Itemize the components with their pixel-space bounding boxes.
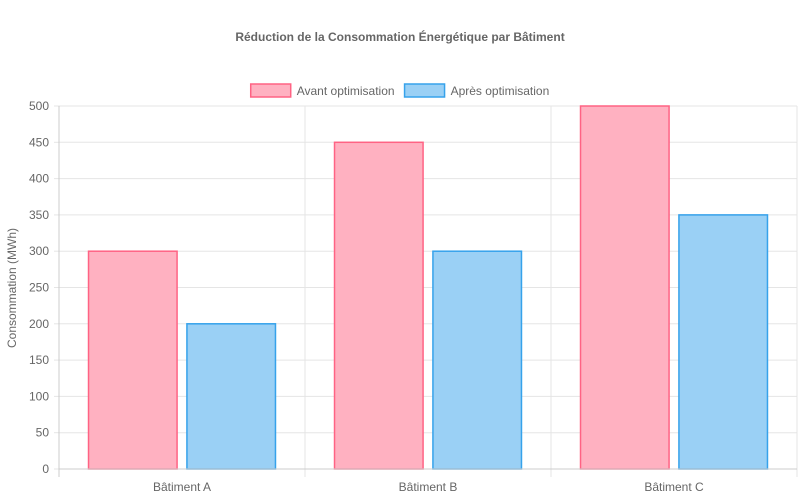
x-tick-labels: Bâtiment A Bâtiment B Bâtiment C bbox=[153, 480, 704, 494]
legend-label: Après optimisation bbox=[451, 84, 550, 98]
y-tick-label: 500 bbox=[29, 99, 49, 113]
x-tick-label: Bâtiment A bbox=[153, 480, 211, 494]
bars bbox=[87, 105, 769, 470]
y-axis-title: Consommation (MWh) bbox=[5, 228, 19, 348]
x-tick-label: Bâtiment B bbox=[399, 480, 458, 494]
y-tick-label: 50 bbox=[36, 426, 50, 440]
y-tick-label: 0 bbox=[42, 462, 49, 476]
legend-swatch bbox=[403, 83, 446, 98]
legend: Avant optimisation Après optimisation bbox=[249, 83, 550, 98]
bar-apres-1 bbox=[186, 323, 277, 470]
legend-swatch bbox=[249, 83, 292, 98]
bar-apres-2 bbox=[432, 250, 523, 470]
bar-avant-1 bbox=[87, 250, 178, 470]
y-tick-labels: 0 50 100 150 200 250 300 350 400 450 500 bbox=[29, 99, 49, 476]
y-tick-label: 350 bbox=[29, 208, 49, 222]
y-tick-label: 400 bbox=[29, 172, 49, 186]
y-tick-label: 250 bbox=[29, 281, 49, 295]
grid-lines bbox=[54, 105, 798, 477]
y-tick-label: 100 bbox=[29, 389, 49, 403]
y-tick-label: 150 bbox=[29, 353, 49, 367]
y-tick-label: 300 bbox=[29, 244, 49, 258]
chart-title: Réduction de la Consommation Énergétique… bbox=[235, 29, 564, 44]
bar-apres-3 bbox=[678, 214, 769, 470]
x-tick-label: Bâtiment C bbox=[644, 480, 704, 494]
bar-avant-3 bbox=[579, 105, 670, 470]
y-tick-label: 200 bbox=[29, 317, 49, 331]
legend-label: Avant optimisation bbox=[297, 84, 395, 98]
bar-avant-2 bbox=[333, 141, 424, 470]
y-tick-label: 450 bbox=[29, 135, 49, 149]
axes bbox=[58, 106, 797, 477]
